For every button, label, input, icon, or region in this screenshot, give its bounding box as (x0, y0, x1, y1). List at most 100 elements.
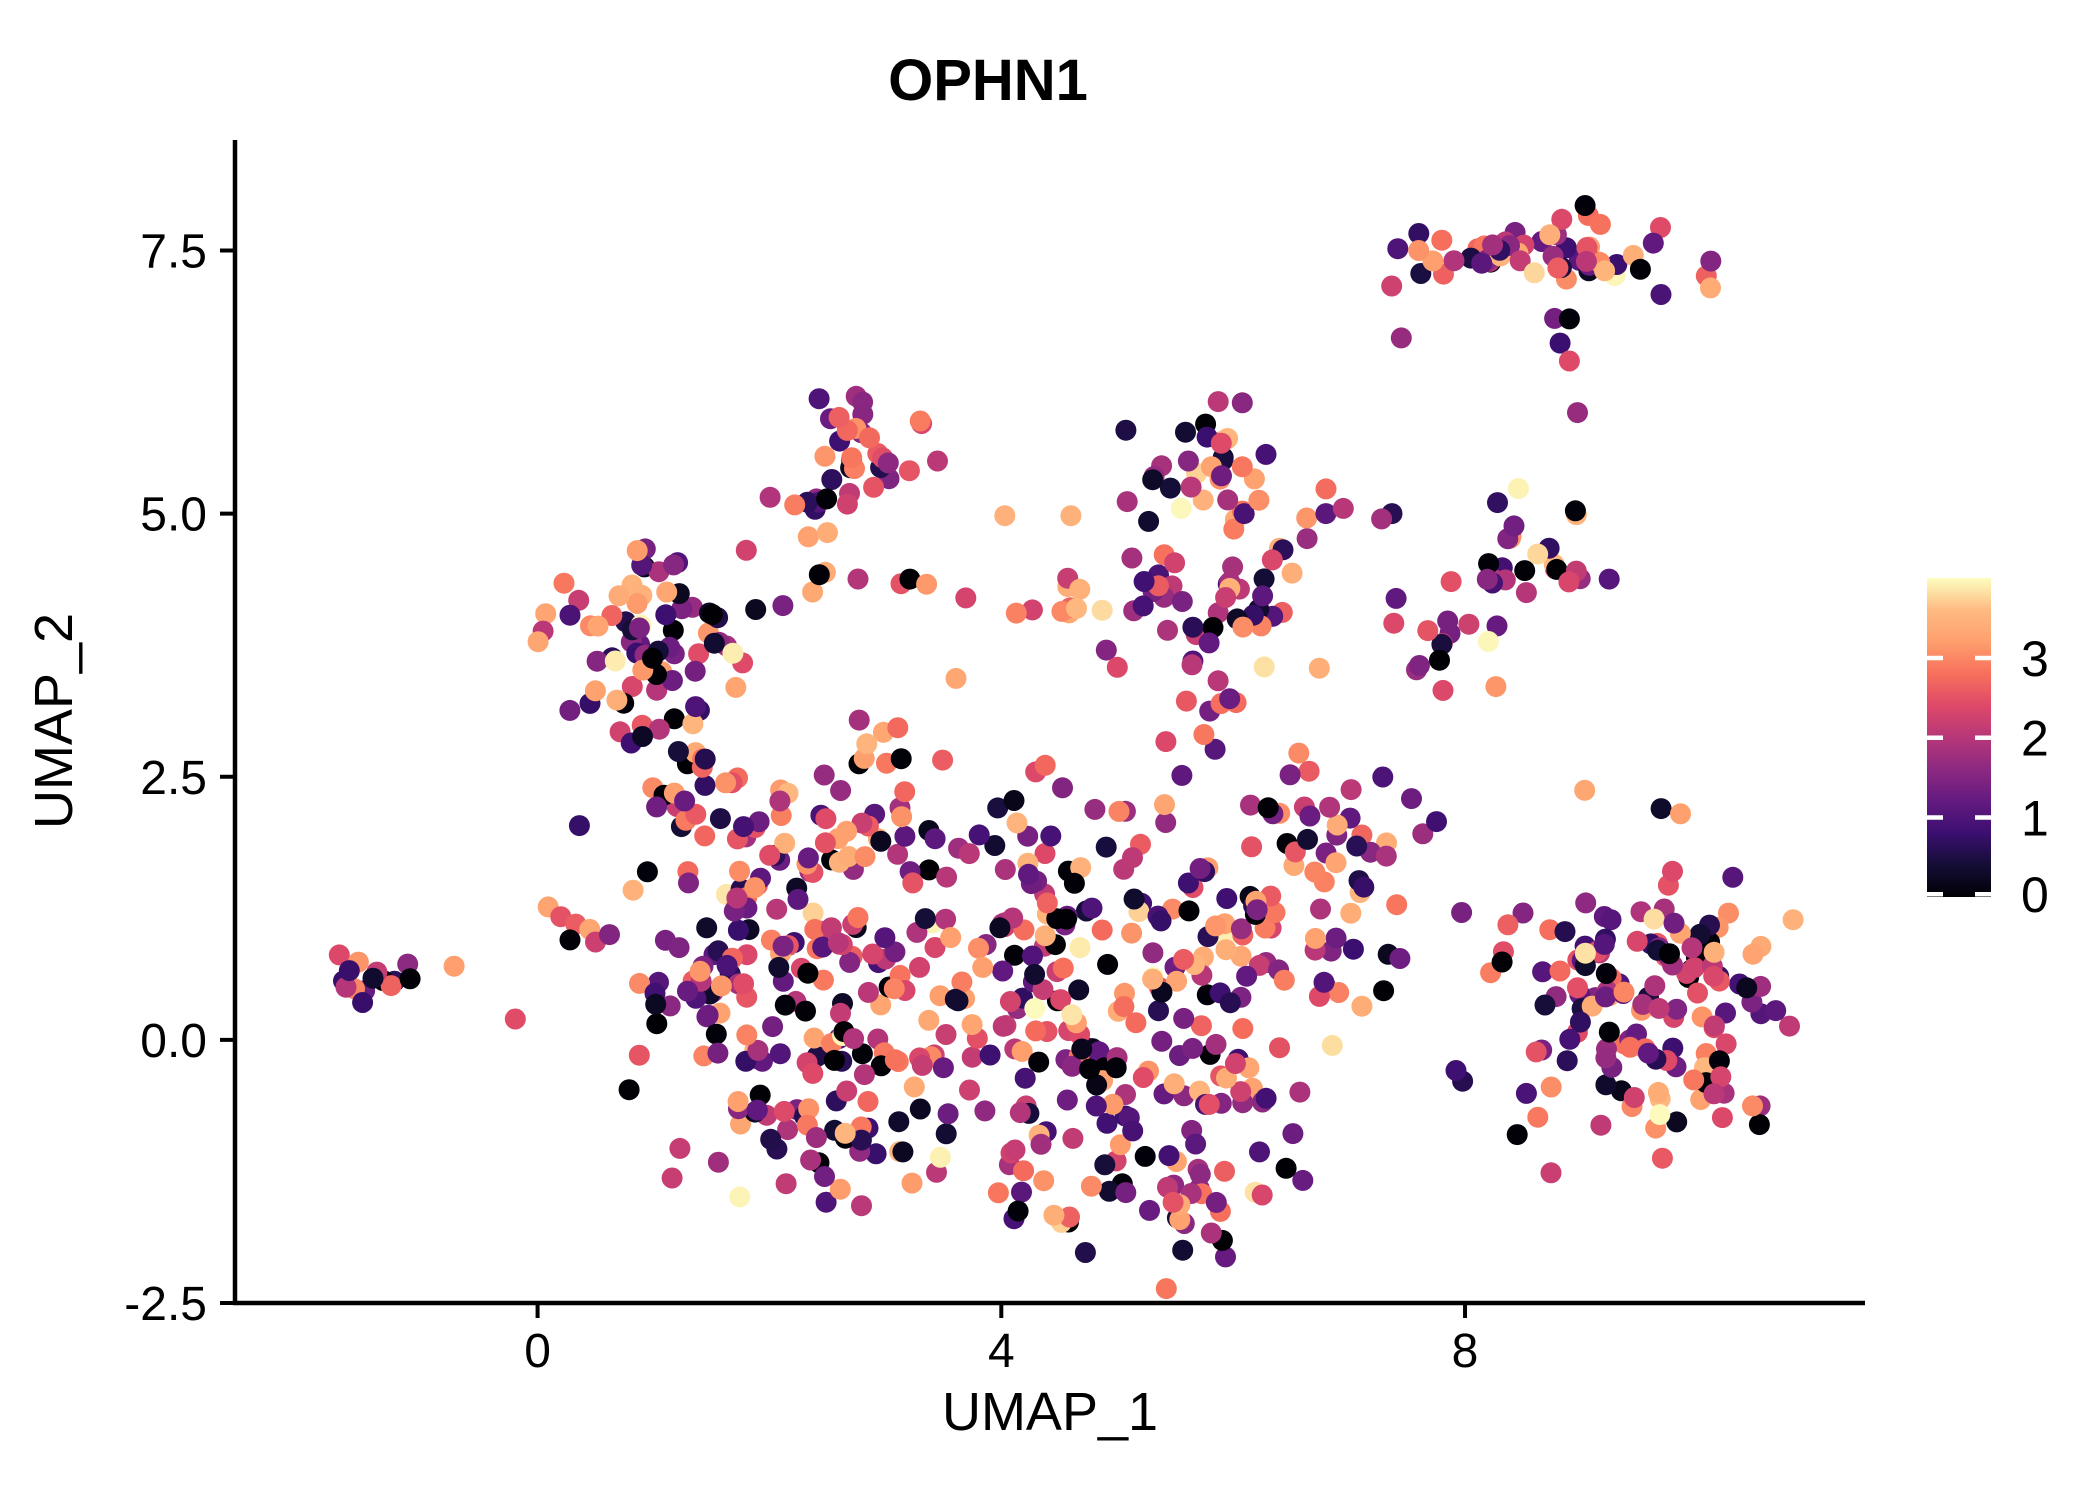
data-point (828, 406, 850, 428)
data-point (1121, 922, 1143, 944)
data-point (1253, 568, 1275, 590)
data-point (874, 927, 896, 949)
data-point (1375, 845, 1397, 867)
data-point (1121, 547, 1143, 569)
data-point (1544, 307, 1566, 329)
data-point (701, 604, 723, 625)
data-point (722, 642, 744, 664)
data-point (857, 1091, 879, 1112)
data-point (1506, 1124, 1528, 1146)
data-point (760, 1128, 782, 1150)
data-point (1556, 1050, 1578, 1072)
data-point (989, 917, 1011, 939)
data-point (1018, 863, 1039, 885)
data-point (1069, 578, 1091, 600)
data-point (1115, 419, 1137, 441)
colorbar-tick-mark (1927, 655, 1943, 661)
data-point (1241, 836, 1263, 858)
data-point (1086, 1074, 1108, 1096)
data-point (1069, 937, 1091, 959)
data-point (972, 956, 994, 978)
data-point (899, 568, 921, 590)
data-point (1173, 948, 1195, 970)
data-point (1304, 927, 1326, 949)
data-point (1443, 250, 1465, 272)
data-point (628, 617, 650, 639)
data-point (1700, 277, 1721, 299)
data-point (661, 1167, 683, 1189)
data-point (1703, 941, 1725, 963)
y-axis-title: UMAP_2 (24, 613, 84, 829)
data-point (1325, 852, 1347, 874)
data-point (1736, 977, 1758, 999)
data-point (1122, 847, 1143, 869)
data-point (1006, 812, 1028, 834)
data-point (1222, 556, 1244, 578)
data-point (568, 815, 590, 837)
data-point (667, 741, 689, 762)
data-point (797, 526, 819, 548)
data-point (816, 488, 838, 510)
data-point (1150, 910, 1172, 932)
data-point (1232, 1018, 1254, 1039)
data-point (1216, 888, 1238, 909)
data-point (1264, 902, 1286, 923)
data-point (626, 540, 648, 562)
data-point (1647, 1081, 1669, 1103)
data-point (932, 749, 954, 771)
data-point (694, 825, 716, 847)
data-point (1554, 921, 1576, 943)
data-point (1426, 811, 1447, 833)
data-point (1471, 252, 1493, 274)
data-point (1710, 1066, 1732, 1088)
data-point (1683, 957, 1705, 979)
data-point (1595, 1074, 1617, 1096)
data-point (1177, 872, 1199, 894)
data-point (709, 808, 731, 830)
data-point (1613, 981, 1635, 1003)
data-point (663, 554, 685, 576)
data-point (1253, 656, 1275, 678)
data-point (1189, 1163, 1211, 1185)
data-point (1595, 963, 1617, 984)
data-point (932, 1057, 954, 1079)
data-point (1246, 899, 1268, 921)
data-point (727, 919, 749, 941)
data-point (584, 680, 606, 702)
data-point (1666, 1111, 1688, 1133)
data-point (1765, 1000, 1787, 1022)
data-point (1340, 902, 1362, 924)
data-point (1021, 599, 1043, 621)
data-point (1574, 942, 1596, 964)
data-point (1703, 1015, 1725, 1037)
data-point (1215, 1246, 1236, 1268)
data-point (1056, 908, 1077, 930)
data-point (1595, 1047, 1617, 1069)
data-point (798, 1098, 820, 1120)
data-point (894, 781, 916, 803)
data-point (1249, 1141, 1270, 1163)
data-point (857, 981, 879, 1003)
data-point (854, 846, 876, 868)
data-point (1281, 562, 1303, 584)
data-point (1098, 1180, 1120, 1202)
data-point (777, 1119, 799, 1141)
data-point (1151, 1030, 1173, 1052)
points-layer (328, 195, 1804, 1300)
data-point (707, 1151, 729, 1173)
data-point (808, 388, 830, 410)
data-point (559, 604, 581, 626)
data-point (909, 956, 930, 978)
data-point (1342, 938, 1364, 960)
data-point (1650, 217, 1671, 238)
data-point (836, 1080, 858, 1102)
data-point (1061, 1055, 1083, 1077)
data-point (836, 820, 858, 842)
data-point (772, 595, 794, 617)
data-point (636, 861, 658, 883)
data-point (710, 975, 732, 997)
data-point (1373, 980, 1395, 1002)
data-point (1050, 989, 1072, 1011)
data-point (1525, 1041, 1547, 1063)
data-point (1155, 731, 1177, 753)
